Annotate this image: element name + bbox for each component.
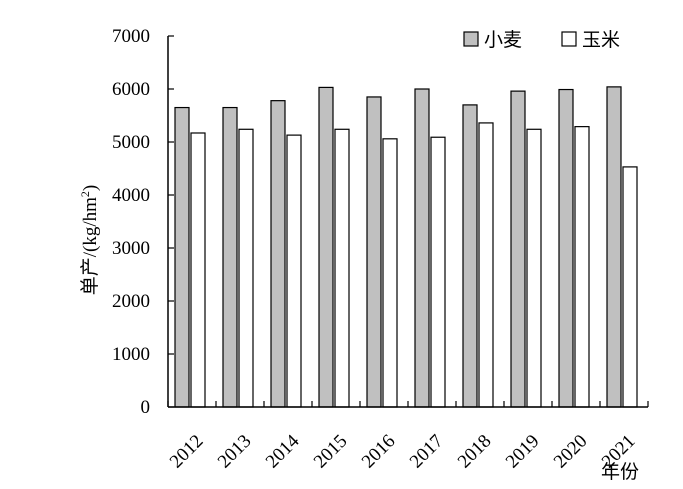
y-tick-label: 1000 xyxy=(112,344,150,365)
bar-2017-1 xyxy=(430,136,446,408)
bar-2016-1 xyxy=(382,138,398,408)
bar-2014-0 xyxy=(270,100,286,408)
legend: 小麦 玉米 xyxy=(463,29,620,51)
bar-2014-1 xyxy=(286,134,302,408)
x-tick-label: 2016 xyxy=(358,431,400,473)
bar-2021-0 xyxy=(606,86,622,408)
y-tick-label: 3000 xyxy=(112,238,150,259)
y-tick-label: 4000 xyxy=(112,185,150,206)
x-tick-label: 2012 xyxy=(166,431,208,473)
x-axis xyxy=(167,401,649,408)
x-tick-label: 2019 xyxy=(502,431,544,473)
y-tick-label: 5000 xyxy=(112,132,150,153)
bar-2012-1 xyxy=(190,132,206,408)
bar-2020-0 xyxy=(558,88,574,408)
y-tick-label: 0 xyxy=(141,397,151,418)
x-tick-label: 2015 xyxy=(310,431,352,473)
legend-label-0: 小麦 xyxy=(484,29,522,51)
bar-2013-1 xyxy=(238,128,254,408)
bar-2020-1 xyxy=(574,126,590,408)
bar-2013-0 xyxy=(222,106,238,408)
y-tick-label: 7000 xyxy=(112,26,150,47)
y-tick-label: 2000 xyxy=(112,291,150,312)
bar-2019-0 xyxy=(510,90,526,408)
legend-swatch-1 xyxy=(561,31,577,47)
y-axis xyxy=(167,35,174,408)
bar-2015-1 xyxy=(334,128,350,408)
y-tick-label: 6000 xyxy=(112,79,150,100)
y-tick-labels: 0 1000 2000 3000 4000 5000 6000 7000 xyxy=(112,26,150,418)
x-axis-title: 年份 xyxy=(601,461,639,483)
y-axis-title: 单产/(kg/hm2) xyxy=(78,185,101,296)
bars xyxy=(174,86,638,408)
x-tick-label: 2017 xyxy=(406,431,448,473)
bar-2021-1 xyxy=(622,166,638,408)
bar-2018-1 xyxy=(478,122,494,408)
bar-2019-1 xyxy=(526,128,542,408)
x-tick-labels: 2012 2013 2014 2015 2016 2017 2018 2019 2020 2021 xyxy=(166,430,640,472)
x-tick-label: 2018 xyxy=(454,431,496,473)
x-tick-label: 2020 xyxy=(550,431,592,473)
legend-swatch-0 xyxy=(463,31,479,47)
bar-2015-0 xyxy=(318,86,334,408)
bar-2016-0 xyxy=(366,96,382,408)
x-tick-label: 2013 xyxy=(214,431,256,473)
x-tick-label: 2014 xyxy=(262,430,304,472)
legend-label-1: 玉米 xyxy=(582,29,620,51)
bar-2012-0 xyxy=(174,106,190,408)
bar-2017-0 xyxy=(414,88,430,408)
bar-2018-0 xyxy=(462,104,478,408)
